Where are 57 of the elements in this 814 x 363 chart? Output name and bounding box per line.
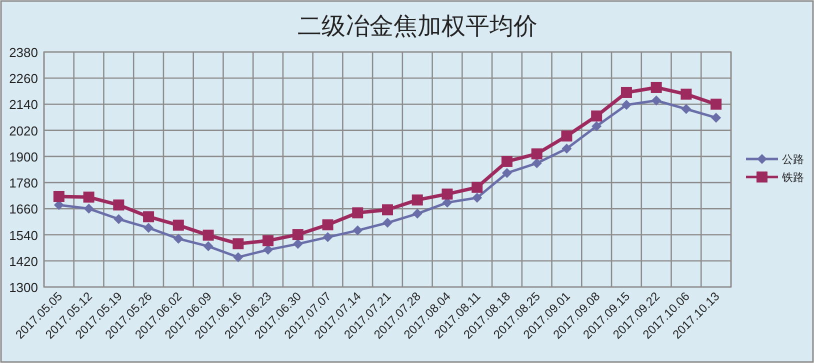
point	[472, 182, 483, 193]
point	[352, 207, 364, 218]
point	[84, 204, 94, 214]
point	[680, 88, 692, 100]
point	[650, 82, 662, 93]
point	[173, 234, 184, 244]
point	[352, 225, 363, 236]
point	[502, 168, 512, 178]
point	[472, 192, 482, 203]
point	[262, 235, 274, 246]
point	[143, 211, 154, 222]
point	[531, 148, 542, 160]
point	[651, 96, 662, 106]
point	[710, 98, 722, 110]
point	[592, 121, 602, 132]
point	[292, 229, 304, 240]
point	[263, 244, 274, 255]
y-tick-label: 1420	[9, 254, 38, 269]
y-tick-label: 2260	[9, 71, 38, 86]
point	[501, 156, 512, 167]
point	[412, 208, 422, 219]
point	[322, 219, 334, 230]
point	[113, 199, 124, 210]
point	[591, 110, 602, 122]
point	[202, 230, 214, 241]
point	[322, 232, 333, 242]
y-tick-label: 1660	[9, 202, 38, 217]
point	[442, 188, 453, 200]
point	[621, 100, 632, 110]
y-tick-label: 1540	[9, 228, 38, 243]
point	[203, 241, 214, 252]
chart-title: 二级冶金焦加权平均价	[298, 12, 538, 40]
point	[681, 104, 692, 114]
point	[232, 238, 244, 250]
point	[53, 190, 64, 202]
point	[711, 112, 722, 123]
legend-label: 公路	[782, 154, 804, 166]
y-tick-label: 2380	[9, 45, 38, 60]
y-tick-label: 1780	[9, 176, 38, 191]
y-tick-label: 1900	[9, 149, 38, 164]
point	[83, 192, 94, 203]
point	[412, 194, 423, 206]
point	[620, 86, 632, 98]
point	[114, 214, 124, 224]
y-tick-label: 2140	[9, 97, 38, 112]
y-tick-label: 2020	[9, 123, 38, 138]
point	[532, 158, 542, 168]
point	[233, 252, 244, 262]
point	[172, 220, 184, 231]
point	[562, 144, 572, 154]
y-tick-label: 1300	[9, 280, 38, 295]
point	[561, 130, 572, 142]
legend-label: 铁路	[781, 172, 804, 184]
point	[382, 204, 393, 216]
point	[382, 218, 392, 228]
point	[144, 222, 154, 233]
point	[292, 238, 303, 249]
